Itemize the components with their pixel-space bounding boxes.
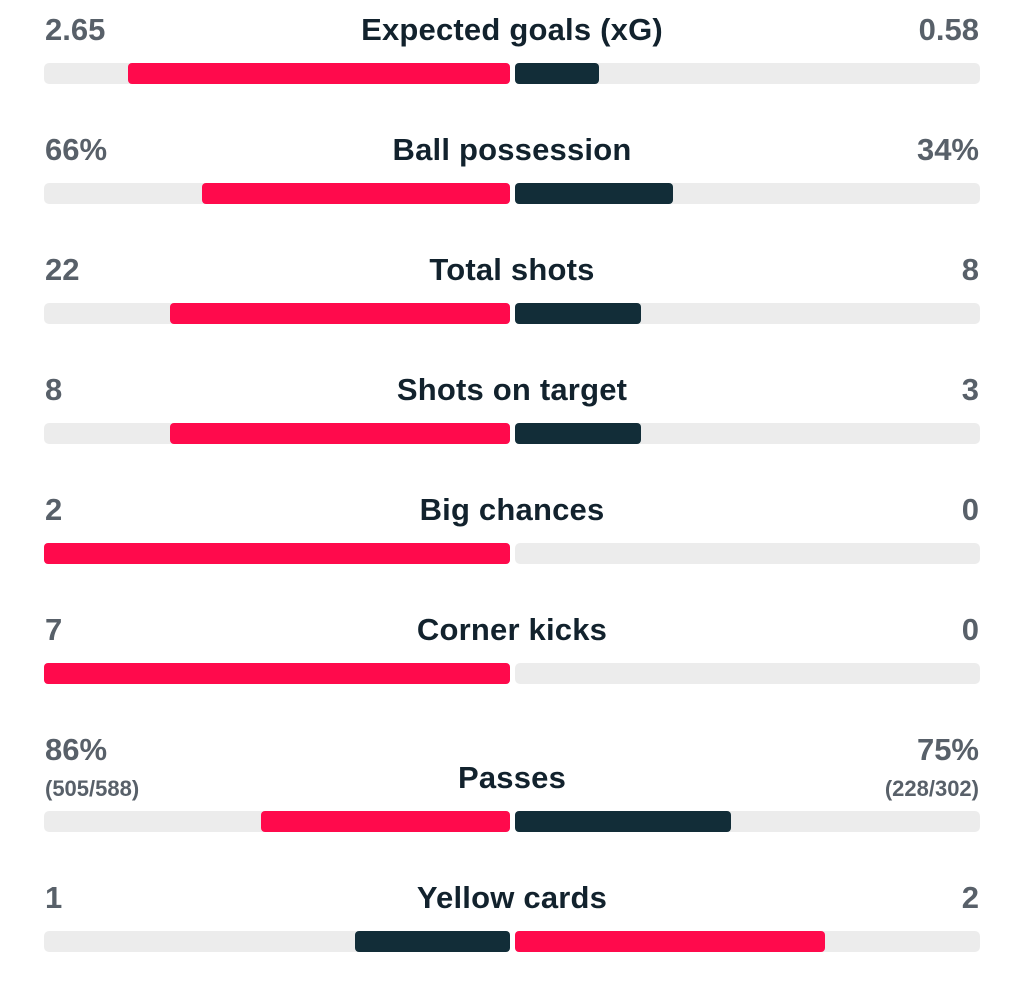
home-bar-track xyxy=(44,423,510,444)
away-bar-track xyxy=(515,63,980,84)
away-bar-track xyxy=(515,543,980,564)
away-value: 0 xyxy=(961,612,979,647)
away-bar-track xyxy=(515,183,980,204)
stat-label: Corner kicks xyxy=(416,612,608,647)
away-value: 8 xyxy=(961,252,979,287)
away-value: 75% xyxy=(916,732,979,767)
away-bar-fill xyxy=(515,931,825,952)
home-bar-track xyxy=(44,303,510,324)
home-bar-fill xyxy=(44,663,510,684)
home-value: 22 xyxy=(45,252,80,287)
away-bar-fill xyxy=(515,811,731,832)
stat-label: Shots on target xyxy=(396,372,628,407)
away-sub-value: (228/302) xyxy=(884,776,979,801)
away-value: 3 xyxy=(961,372,979,407)
home-bar-fill xyxy=(261,811,510,832)
home-bar-fill xyxy=(355,931,510,952)
home-value: 2.65 xyxy=(45,12,106,47)
home-value: 2 xyxy=(45,492,63,527)
away-bar-track xyxy=(515,811,980,832)
home-value: 86% xyxy=(45,732,108,767)
away-value: 34% xyxy=(916,132,979,167)
home-bar-track xyxy=(44,663,510,684)
home-bar-fill xyxy=(170,423,510,444)
stat-label: Big chances xyxy=(419,492,605,527)
stat-label: Yellow cards xyxy=(416,880,608,915)
home-value: 1 xyxy=(45,880,63,915)
away-bar-track xyxy=(515,931,980,952)
stat-label: Ball possession xyxy=(392,132,632,167)
home-bar-fill xyxy=(44,543,510,564)
stat-label: Passes xyxy=(457,760,567,795)
away-bar-fill xyxy=(515,183,673,204)
stat-label: Total shots xyxy=(429,252,595,287)
away-bar-fill xyxy=(515,303,641,324)
home-bar-track xyxy=(44,931,510,952)
home-value: 7 xyxy=(45,612,63,647)
home-bar-track xyxy=(44,543,510,564)
away-bar-track xyxy=(515,423,980,444)
stat-label: Expected goals (xG) xyxy=(361,12,663,47)
away-bar-track xyxy=(515,663,980,684)
home-sub-value: (505/588) xyxy=(45,776,140,801)
away-value: 0.58 xyxy=(918,12,979,47)
away-bar-track xyxy=(515,303,980,324)
home-bar-track xyxy=(44,183,510,204)
home-value: 66% xyxy=(45,132,108,167)
home-value: 8 xyxy=(45,372,63,407)
home-bar-fill xyxy=(170,303,510,324)
away-value: 0 xyxy=(961,492,979,527)
away-bar-fill xyxy=(515,423,641,444)
home-bar-fill xyxy=(128,63,510,84)
home-bar-track xyxy=(44,811,510,832)
away-bar-fill xyxy=(515,63,599,84)
away-value: 2 xyxy=(961,880,979,915)
home-bar-track xyxy=(44,63,510,84)
home-bar-fill xyxy=(202,183,510,204)
